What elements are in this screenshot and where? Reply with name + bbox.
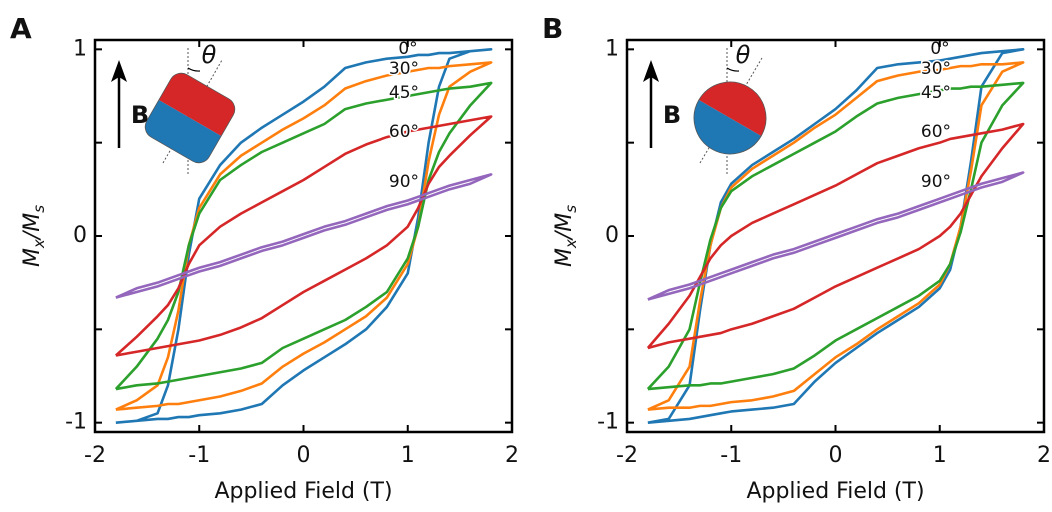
x-axis-label: Applied Field (T) <box>746 479 924 504</box>
angle-arc <box>187 67 201 72</box>
hysteresis-loop <box>114 115 493 357</box>
theta-label: θ <box>736 41 751 69</box>
x-tick-label: -2 <box>616 443 638 468</box>
inset-a <box>111 48 240 176</box>
hysteresis-loop <box>115 61 493 411</box>
y-label-subscript: s <box>562 205 580 213</box>
arrow-head <box>111 60 127 82</box>
angle-arc <box>726 67 740 72</box>
y-tick-label: -1 <box>65 410 87 435</box>
x-tick-label: 2 <box>505 443 519 468</box>
x-tick-label: -2 <box>84 443 106 468</box>
y-tick-label: 0 <box>605 223 619 248</box>
hysteresis-loop <box>646 81 1025 391</box>
x-tick-label: 1 <box>401 443 415 468</box>
hysteresis-loop <box>646 122 1025 350</box>
y-tick-label: -1 <box>597 410 619 435</box>
y-label-part: M <box>552 248 577 267</box>
panel-label: B <box>542 12 563 45</box>
angle-label: 45° <box>389 83 419 103</box>
y-label-part: /M <box>552 213 577 241</box>
panel-label: A <box>10 12 32 45</box>
hysteresis-loop <box>647 171 1025 301</box>
angle-label: 60° <box>389 122 419 142</box>
angle-label: 60° <box>921 122 951 142</box>
magnet-disk <box>693 81 767 155</box>
angle-label: 45° <box>921 83 951 103</box>
y-tick-label: 1 <box>605 36 619 61</box>
y-label-part: /M <box>20 213 45 241</box>
hysteresis-loop <box>647 48 1025 424</box>
axes-frame <box>625 38 1046 434</box>
angle-label: 90° <box>921 172 951 192</box>
magnet-square <box>140 68 240 168</box>
x-tick-label: -1 <box>720 443 742 468</box>
field-label: B <box>131 101 149 129</box>
x-axis-label: Applied Field (T) <box>214 479 392 504</box>
angle-label: 0° <box>398 39 417 59</box>
hysteresis-loop <box>115 173 493 299</box>
y-label-subscript: s <box>30 205 48 213</box>
angle-label: 0° <box>930 39 949 59</box>
hysteresis-loop <box>647 61 1025 411</box>
y-tick-label: 0 <box>73 223 87 248</box>
y-label-part: M <box>20 248 45 267</box>
axes-frame <box>93 38 514 434</box>
angle-label: 30° <box>389 59 419 79</box>
x-tick-label: 1 <box>933 443 947 468</box>
y-axis-label: Mx/Ms <box>552 205 580 267</box>
x-tick-label: -1 <box>188 443 210 468</box>
arrow-head <box>643 60 659 82</box>
angle-label: 30° <box>921 59 951 79</box>
hysteresis-loop <box>115 48 493 424</box>
x-tick-label: 0 <box>829 443 843 468</box>
x-tick-label: 0 <box>297 443 311 468</box>
y-label-subscript: x <box>30 239 48 249</box>
inset-b <box>643 48 767 176</box>
y-tick-label: 1 <box>73 36 87 61</box>
y-axis-label: Mx/Ms <box>20 205 48 267</box>
x-tick-label: 2 <box>1037 443 1051 468</box>
hysteresis-loop <box>114 81 493 391</box>
theta-label: θ <box>202 41 217 69</box>
plot-area <box>646 48 1025 424</box>
plot-area <box>114 48 493 424</box>
y-label-subscript: x <box>562 239 580 249</box>
field-label: B <box>663 101 681 129</box>
angle-label: 90° <box>389 172 419 192</box>
